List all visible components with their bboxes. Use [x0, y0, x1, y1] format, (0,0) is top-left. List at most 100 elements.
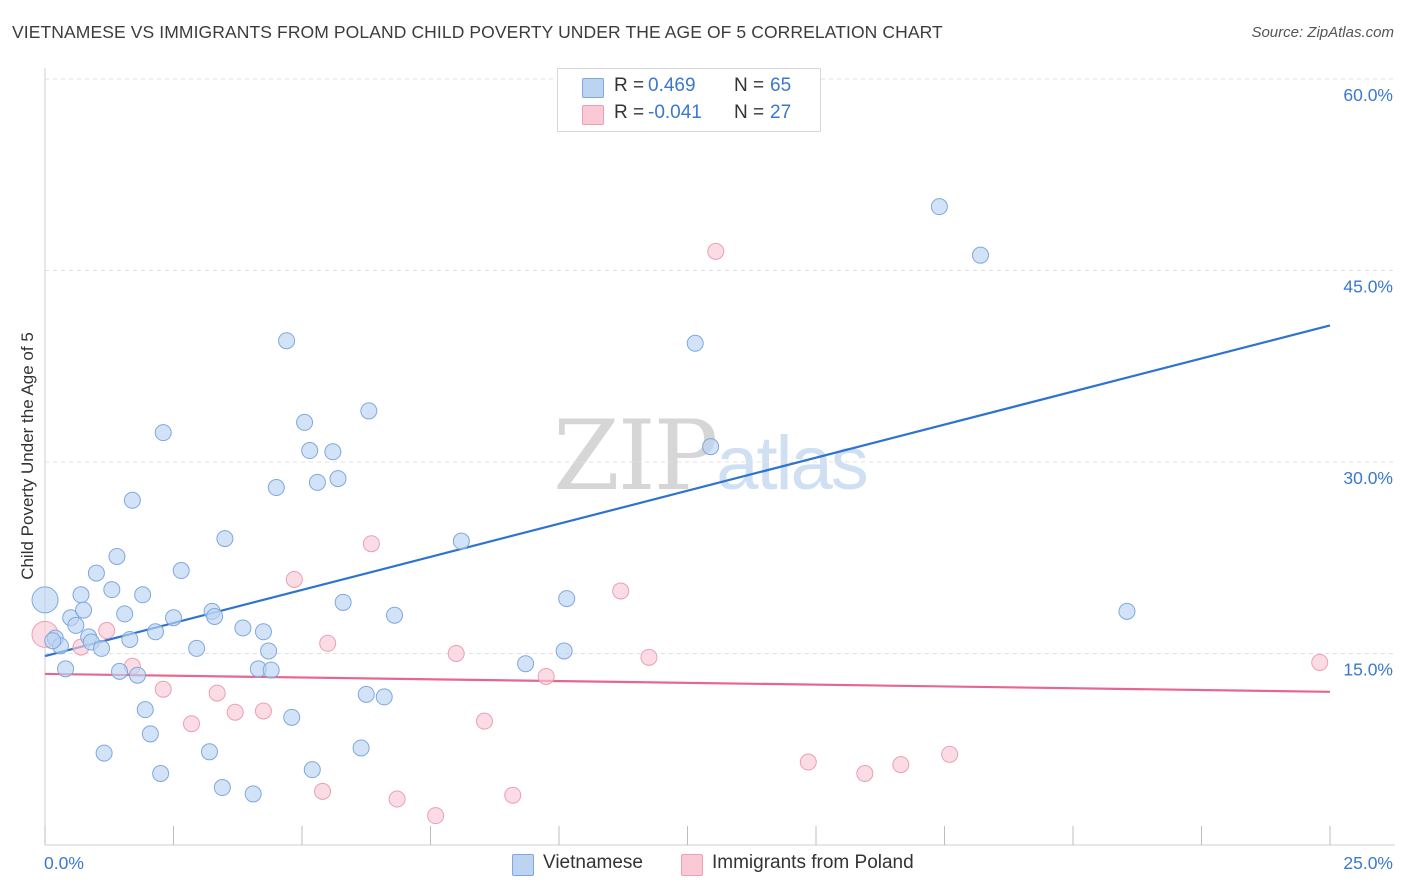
point-poland	[504, 786, 522, 804]
point-vietnamese	[87, 564, 105, 582]
point-vietnamese	[152, 765, 170, 783]
point-vietnamese	[93, 639, 111, 657]
point-vietnamese	[375, 688, 393, 706]
point-poland	[941, 745, 959, 763]
point-vietnamese	[352, 739, 370, 757]
point-poland	[475, 712, 493, 730]
legend-n-value: 65	[770, 75, 792, 96]
point-vietnamese	[329, 470, 347, 488]
point-poland	[254, 702, 272, 720]
point-vietnamese	[111, 662, 129, 680]
legend-r-label: R =	[614, 75, 645, 96]
point-vietnamese	[262, 661, 280, 679]
point-vietnamese	[686, 334, 704, 352]
point-vietnamese	[234, 619, 252, 637]
watermark-zip: ZIP	[553, 400, 718, 512]
point-vietnamese	[123, 491, 141, 509]
point-vietnamese	[244, 785, 262, 803]
point-poland	[856, 765, 874, 783]
point-vietnamese	[129, 666, 147, 684]
point-vietnamese	[357, 685, 375, 703]
point-poland	[707, 242, 725, 260]
legend-r-value: -0.041	[648, 102, 702, 123]
legend-label-vietnamese: Vietnamese	[543, 852, 643, 873]
tick-labels: 15.0% 30.0% 45.0% 60.0% 0.0% 25.0%	[44, 85, 1393, 873]
point-poland	[892, 756, 910, 774]
point-vietnamese	[267, 479, 285, 497]
point-vietnamese	[147, 623, 165, 641]
legend-n-label: N =	[734, 75, 765, 96]
point-vietnamese	[334, 593, 352, 611]
point-poland	[1311, 653, 1329, 671]
point-vietnamese	[452, 532, 470, 550]
correlation-legend: R = 0.469 N = 65 R = -0.041 N = 27	[557, 68, 821, 132]
data-points	[31, 198, 1329, 825]
point-vietnamese	[103, 581, 121, 599]
y-tick-label: 45.0%	[1343, 277, 1393, 297]
legend-swatch-blue	[512, 854, 534, 876]
point-poland	[447, 645, 465, 662]
point-vietnamese	[254, 623, 272, 641]
point-poland	[799, 753, 817, 771]
point-vietnamese	[72, 586, 90, 604]
point-vietnamese	[702, 438, 720, 456]
point-poland	[154, 680, 172, 698]
point-vietnamese	[308, 473, 326, 491]
point-vietnamese	[75, 601, 93, 619]
point-vietnamese	[108, 547, 126, 565]
point-vietnamese	[324, 443, 342, 461]
point-poland	[537, 667, 555, 685]
point-vietnamese	[165, 609, 182, 627]
source-label: Source: ZipAtlas.com	[1251, 24, 1394, 41]
point-vietnamese	[188, 639, 206, 657]
point-vietnamese	[136, 701, 154, 719]
axes	[44, 68, 1395, 846]
legend-n-value: 27	[770, 102, 792, 123]
point-vietnamese	[360, 402, 378, 420]
point-vietnamese	[283, 708, 301, 726]
point-vietnamese	[154, 424, 172, 442]
grid-lines	[45, 78, 1395, 654]
point-poland	[285, 570, 303, 588]
point-poland	[319, 634, 337, 652]
point-poland	[208, 684, 226, 702]
trend-lines	[44, 324, 1331, 693]
point-vietnamese	[558, 590, 576, 608]
point-vietnamese	[278, 332, 296, 350]
legend-label-poland: Immigrants from Poland	[712, 852, 914, 873]
point-vietnamese	[95, 744, 113, 762]
point-poland	[388, 790, 406, 808]
point-vietnamese	[1118, 602, 1136, 620]
point-vietnamese	[141, 725, 159, 743]
point-poland	[612, 582, 630, 600]
point-vietnamese	[31, 586, 59, 614]
legend-n-label: N =	[734, 102, 765, 123]
y-tick-label: 30.0%	[1343, 468, 1393, 488]
legend-swatch-pink	[681, 854, 703, 876]
point-poland	[427, 807, 445, 825]
point-vietnamese	[200, 743, 218, 761]
point-vietnamese	[67, 616, 85, 634]
trend-line-poland	[44, 672, 1331, 693]
legend-swatch-pink	[582, 105, 604, 125]
point-poland	[98, 622, 116, 640]
point-vietnamese	[555, 642, 573, 660]
point-vietnamese	[206, 607, 224, 625]
point-poland	[640, 648, 658, 666]
watermark: ZIPatlas	[553, 400, 869, 512]
point-vietnamese	[44, 632, 62, 650]
point-vietnamese	[213, 779, 231, 797]
point-vietnamese	[216, 530, 234, 548]
point-vietnamese	[116, 605, 134, 623]
point-poland	[182, 715, 200, 733]
point-poland	[362, 535, 380, 553]
legend-swatch-blue	[582, 78, 604, 98]
y-tick-label: 15.0%	[1343, 660, 1393, 680]
point-vietnamese	[172, 562, 190, 580]
x-tick-label: 0.0%	[44, 853, 84, 873]
point-poland	[314, 782, 332, 800]
point-poland	[226, 703, 244, 721]
point-vietnamese	[121, 630, 139, 648]
point-vietnamese	[517, 655, 535, 673]
